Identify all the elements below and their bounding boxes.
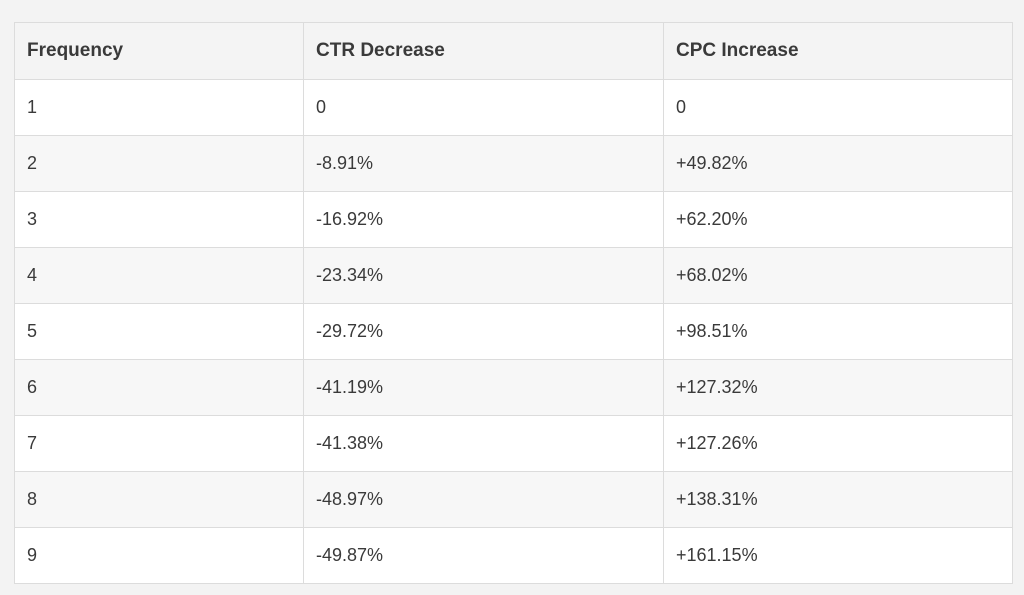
cell-frequency: 8 bbox=[14, 471, 304, 528]
cell-cpc-increase: 0 bbox=[663, 79, 1013, 136]
cell-ctr-decrease: 0 bbox=[303, 79, 664, 136]
cell-ctr-decrease: -48.97% bbox=[303, 471, 664, 528]
cell-frequency: 7 bbox=[14, 415, 304, 472]
cell-frequency: 1 bbox=[14, 79, 304, 136]
cell-frequency: 5 bbox=[14, 303, 304, 360]
header-ctr-decrease: CTR Decrease bbox=[303, 22, 664, 80]
header-cpc-increase: CPC Increase bbox=[663, 22, 1013, 80]
table-row: 5 -29.72% +98.51% bbox=[14, 303, 1013, 360]
cell-cpc-increase: +98.51% bbox=[663, 303, 1013, 360]
cell-cpc-increase: +127.26% bbox=[663, 415, 1013, 472]
cell-frequency: 9 bbox=[14, 527, 304, 584]
table-row: 8 -48.97% +138.31% bbox=[14, 471, 1013, 528]
table-row: 7 -41.38% +127.26% bbox=[14, 415, 1013, 472]
table-row: 9 -49.87% +161.15% bbox=[14, 527, 1013, 584]
header-row: Frequency CTR Decrease CPC Increase bbox=[14, 22, 1013, 80]
cell-frequency: 2 bbox=[14, 135, 304, 192]
cell-ctr-decrease: -49.87% bbox=[303, 527, 664, 584]
cell-cpc-increase: +62.20% bbox=[663, 191, 1013, 248]
table-row: 2 -8.91% +49.82% bbox=[14, 135, 1013, 192]
table-row: 3 -16.92% +62.20% bbox=[14, 191, 1013, 248]
cell-ctr-decrease: -16.92% bbox=[303, 191, 664, 248]
cell-frequency: 6 bbox=[14, 359, 304, 416]
table-row: 6 -41.19% +127.32% bbox=[14, 359, 1013, 416]
header-frequency: Frequency bbox=[14, 22, 304, 80]
table-body: 1 0 0 2 -8.91% +49.82% 3 -16.92% +62.20% 4 -23.34%… bbox=[14, 79, 1013, 584]
cell-ctr-decrease: -29.72% bbox=[303, 303, 664, 360]
cell-frequency: 4 bbox=[14, 247, 304, 304]
cell-ctr-decrease: -41.38% bbox=[303, 415, 664, 472]
cell-cpc-increase: +68.02% bbox=[663, 247, 1013, 304]
cell-frequency: 3 bbox=[14, 191, 304, 248]
table-row: 4 -23.34% +68.02% bbox=[14, 247, 1013, 304]
cell-ctr-decrease: -41.19% bbox=[303, 359, 664, 416]
cell-cpc-increase: +49.82% bbox=[663, 135, 1013, 192]
cell-ctr-decrease: -23.34% bbox=[303, 247, 664, 304]
cell-cpc-increase: +127.32% bbox=[663, 359, 1013, 416]
cell-cpc-increase: +138.31% bbox=[663, 471, 1013, 528]
table-header: Frequency CTR Decrease CPC Increase bbox=[14, 22, 1013, 80]
cell-ctr-decrease: -8.91% bbox=[303, 135, 664, 192]
cell-cpc-increase: +161.15% bbox=[663, 527, 1013, 584]
